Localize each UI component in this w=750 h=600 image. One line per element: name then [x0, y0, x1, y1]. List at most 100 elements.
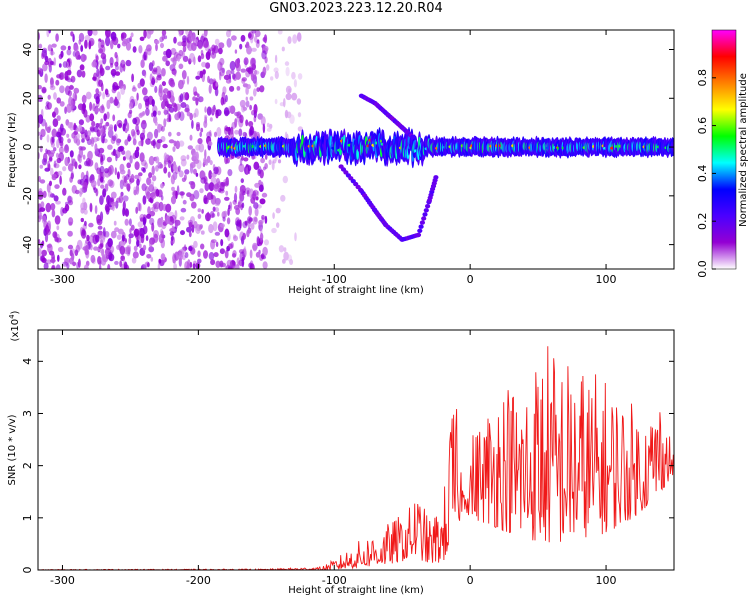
noise-blob: [54, 184, 60, 190]
noise-blob: [88, 222, 94, 228]
noise-blob: [163, 166, 168, 174]
noise-blob: [240, 178, 244, 184]
noise-blob: [154, 85, 158, 94]
noise-blob: [234, 185, 238, 193]
noise-blob: [181, 51, 185, 59]
noise-blob: [268, 159, 272, 165]
noise-blob: [222, 216, 226, 222]
noise-blob: [201, 209, 204, 214]
noise-blob: [104, 247, 111, 256]
noise-blob: [55, 200, 61, 205]
noise-blob: [55, 33, 59, 42]
noise-blob: [173, 263, 177, 269]
noise-blob: [203, 40, 209, 48]
noise-blob: [99, 263, 102, 269]
noise-blob: [233, 192, 238, 203]
noise-blob: [160, 238, 165, 249]
noise-blob: [199, 188, 204, 194]
noise-blob: [196, 159, 202, 170]
noise-blob: [169, 107, 175, 113]
noise-blob: [127, 111, 132, 119]
noise-blob: [162, 143, 168, 149]
noise-blob: [116, 171, 120, 180]
noise-blob: [255, 196, 259, 201]
noise-blob: [59, 123, 64, 132]
noise-blob: [173, 69, 177, 77]
noise-blob: [53, 57, 57, 66]
noise-blob: [64, 156, 69, 167]
noise-blob: [262, 261, 268, 269]
noise-blob: [252, 216, 258, 225]
noise-blob: [260, 116, 266, 126]
noise-blob: [191, 224, 195, 233]
noise-blob: [47, 191, 53, 198]
noise-blob: [130, 224, 135, 231]
noise-blob: [165, 60, 170, 67]
noise-blob: [219, 248, 225, 255]
x-tick-label: -300: [50, 273, 75, 286]
noise-blob: [38, 85, 42, 90]
noise-blob: [144, 262, 147, 267]
noise-blob: [116, 234, 122, 240]
noise-blob: [94, 205, 98, 215]
noise-blob: [163, 35, 168, 40]
noise-blob: [254, 182, 261, 188]
noise-blob: [258, 219, 263, 226]
noise-blob: [208, 141, 213, 147]
snr-multiplier-label: (x104): [8, 310, 21, 341]
noise-blob: [193, 240, 198, 248]
noise-blob: [182, 199, 187, 205]
noise-blob: [204, 149, 207, 160]
noise-blob: [140, 59, 145, 68]
noise-blob: [161, 230, 164, 239]
noise-blob: [232, 199, 238, 205]
noise-blob: [237, 201, 243, 208]
noise-blob: [253, 130, 258, 140]
noise-blob: [46, 244, 52, 248]
noise-blob: [247, 165, 252, 172]
snr-series-line: [38, 346, 674, 570]
noise-blob: [118, 122, 123, 129]
noise-blob: [224, 196, 230, 201]
noise-blob: [180, 230, 185, 236]
noise-blob: [206, 106, 212, 116]
x-tick-label: -300: [50, 574, 75, 587]
noise-blob: [193, 56, 196, 65]
noise-blob: [90, 254, 96, 264]
noise-blob: [236, 257, 240, 266]
noise-blob: [68, 85, 75, 90]
noise-blob: [277, 30, 283, 35]
noise-blob: [79, 187, 84, 195]
noise-blob: [178, 140, 185, 147]
noise-blob: [132, 46, 137, 53]
noise-blob: [163, 152, 168, 162]
noise-blob: [107, 179, 114, 187]
noise-blob: [78, 164, 82, 170]
noise-blob: [38, 131, 41, 137]
noise-blob: [249, 96, 254, 101]
noise-blob: [126, 162, 131, 169]
noise-blob: [282, 175, 288, 184]
noise-blob: [111, 151, 116, 156]
noise-blob: [255, 39, 260, 49]
noise-blob: [117, 43, 121, 49]
x-tick-label: -100: [322, 574, 347, 587]
colorbar-tick-label: 0.0: [696, 260, 709, 278]
noise-blob: [49, 180, 52, 187]
noise-blob: [155, 43, 158, 52]
noise-blob: [49, 156, 53, 161]
noise-blob: [173, 164, 178, 172]
noise-blob: [122, 156, 126, 161]
noise-blob: [199, 96, 204, 103]
noise-blob: [228, 204, 231, 210]
noise-blob: [41, 215, 47, 225]
noise-blob: [142, 195, 147, 205]
noise-blob: [48, 102, 53, 109]
noise-blob: [207, 75, 210, 83]
noise-blob: [155, 156, 160, 164]
noise-blob: [208, 170, 213, 180]
noise-blob: [203, 30, 208, 37]
noise-blob: [64, 106, 67, 114]
noise-blob: [71, 132, 76, 139]
noise-blob: [168, 114, 172, 123]
